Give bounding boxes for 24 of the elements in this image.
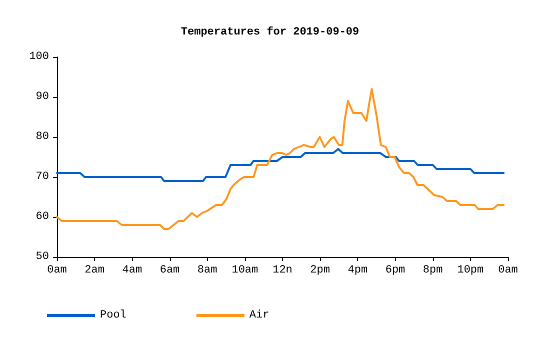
x-tick-label: 12n: [272, 264, 292, 276]
x-tick-label: 4pm: [348, 264, 368, 276]
y-tick-label: 60: [36, 211, 49, 223]
y-tick-label: 70: [36, 171, 49, 183]
x-tick-label: 2am: [84, 264, 105, 276]
legend-label: Pool: [100, 310, 126, 322]
x-tick-label: 0am: [498, 264, 518, 276]
line-series: [56, 88, 505, 230]
x-tick-label: 8am: [197, 264, 218, 276]
y-tick-label: 100: [29, 51, 49, 63]
x-tick-label: 2pm: [310, 264, 330, 276]
legend-label: Air: [249, 310, 270, 322]
x-tick-label: 6pm: [385, 264, 406, 276]
x-tick-label: 6am: [160, 264, 180, 276]
x-tick-label: 4am: [122, 264, 142, 276]
x-tick-label: 0am: [47, 264, 68, 276]
y-tick-label: 50: [36, 251, 49, 263]
line-series: [56, 148, 505, 182]
y-tick-label: 90: [36, 91, 49, 103]
x-tick-label: 10am: [232, 264, 259, 276]
x-tick-label: 10pm: [457, 264, 484, 276]
y-tick-label: 80: [36, 131, 49, 143]
x-tick-label: 8pm: [422, 264, 444, 276]
chart-title: Temperatures for 2019-09-09: [180, 26, 360, 38]
